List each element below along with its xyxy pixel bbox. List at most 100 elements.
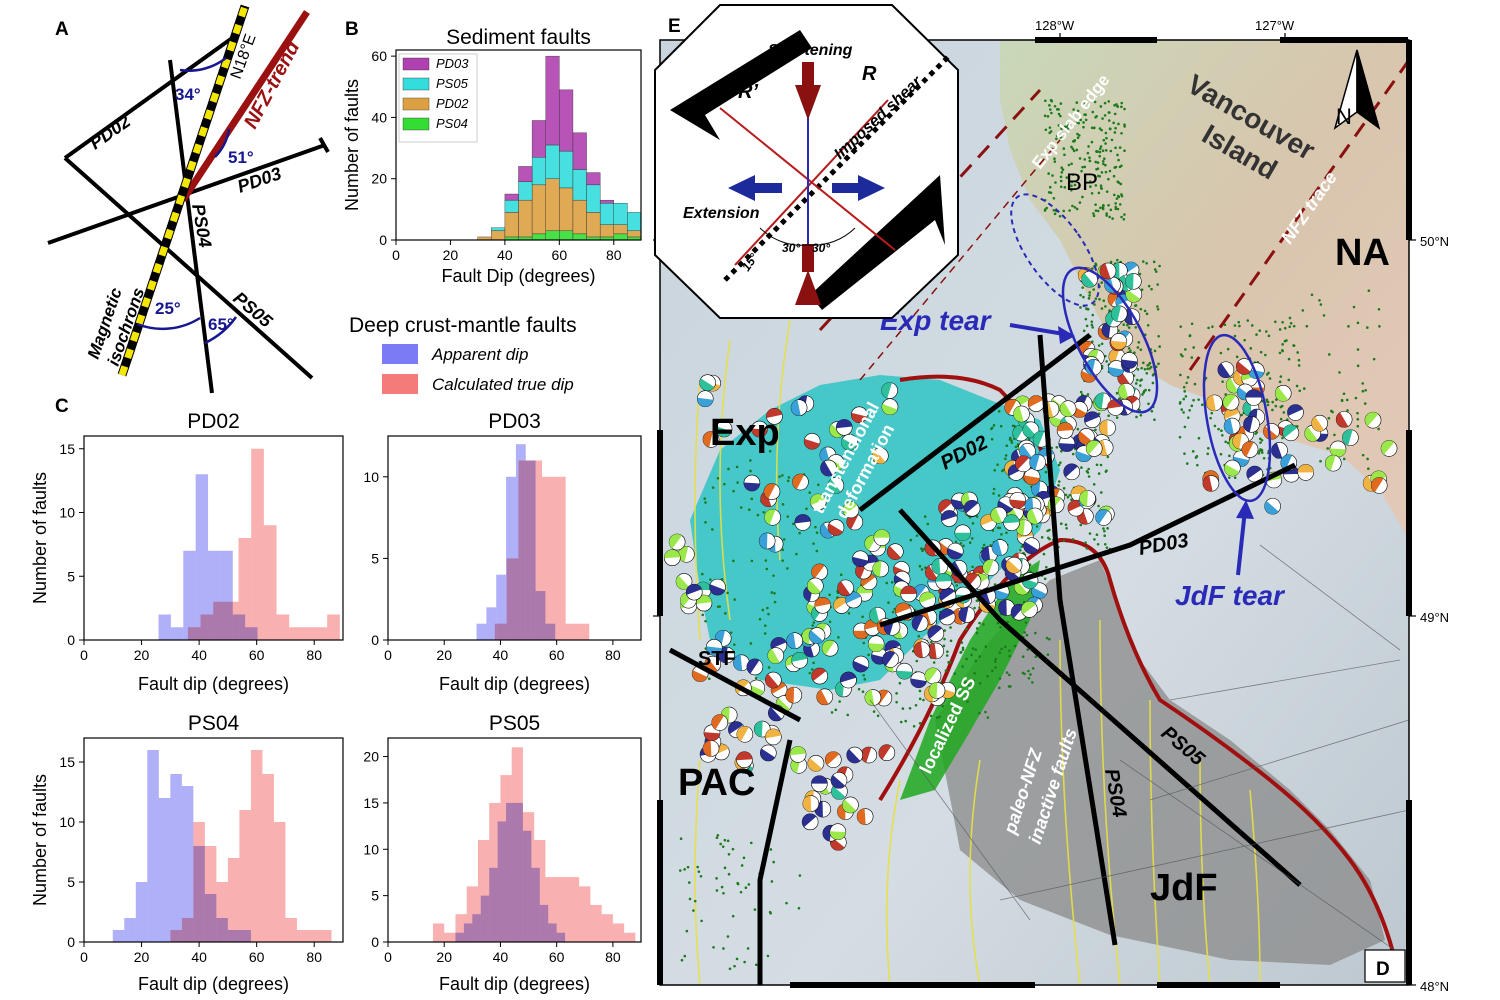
seismic-event xyxy=(1257,452,1261,455)
seismic-event xyxy=(686,865,690,869)
seismic-event xyxy=(808,671,812,675)
y-tick-label: 10 xyxy=(59,505,75,521)
seismic-event xyxy=(1082,329,1086,333)
seismic-event xyxy=(1049,191,1053,195)
bar-true xyxy=(204,846,217,942)
x-tick-label: 60 xyxy=(549,949,565,965)
seismic-event xyxy=(724,612,727,615)
seismic-event xyxy=(828,620,832,624)
seismic-event xyxy=(861,690,865,694)
seismic-event xyxy=(1094,428,1097,432)
angle-65: 65° xyxy=(208,315,234,334)
bar-true xyxy=(522,812,535,942)
focal-mechanism-marker xyxy=(811,775,828,792)
seismic-event xyxy=(1113,112,1117,116)
seismic-event xyxy=(982,623,985,626)
y-tick-label: 0 xyxy=(67,632,75,648)
panel-a: A 34° 51° 25° 65° PD02 PD03 PS04 PS05 NF… xyxy=(47,4,330,394)
seismic-event xyxy=(1062,539,1066,542)
bar-apparent xyxy=(496,574,507,640)
seismic-event xyxy=(1103,114,1107,117)
bar-ps04 xyxy=(531,233,546,241)
seismic-event xyxy=(1057,463,1061,467)
y-axis-label: Number of faults xyxy=(30,472,50,604)
bar-true xyxy=(314,627,328,640)
seismic-event xyxy=(1011,424,1015,428)
seismic-event xyxy=(986,716,990,719)
seismic-event xyxy=(1050,99,1054,103)
seismic-event xyxy=(887,601,890,604)
seismic-event xyxy=(1083,158,1087,161)
seismic-event xyxy=(1326,447,1329,450)
seismic-event xyxy=(1053,104,1057,108)
focal-mechanism-marker xyxy=(801,813,819,831)
seismic-event xyxy=(1044,470,1048,474)
seismic-event xyxy=(1084,317,1088,321)
seismic-event xyxy=(1259,350,1263,354)
seismic-event xyxy=(1100,171,1104,174)
seismic-event xyxy=(1122,217,1126,221)
chart-pd03: PD03 0 20 40 60 80 0 5 10 Fault dip (degrees) xyxy=(363,410,642,694)
focal-mechanism-marker xyxy=(1013,405,1030,423)
seismic-event xyxy=(1043,114,1047,118)
seismic-event xyxy=(1010,441,1014,444)
bar-true xyxy=(534,840,546,942)
seismic-event xyxy=(1268,377,1272,380)
seismic-event xyxy=(1301,309,1305,312)
focal-mechanism-marker xyxy=(758,532,776,550)
seismic-event xyxy=(971,565,974,569)
bar-pd02 xyxy=(586,212,601,238)
seismic-event xyxy=(1140,288,1144,291)
focal-mechanism-marker xyxy=(827,519,845,536)
seismic-event xyxy=(1062,147,1066,150)
focal-mechanism-marker xyxy=(1217,361,1235,379)
focal-mechanism-marker xyxy=(663,549,681,567)
x-tick-label: 80 xyxy=(306,647,322,663)
seismic-event xyxy=(1087,475,1091,478)
seismic-event xyxy=(1107,177,1110,181)
seismic-event xyxy=(1330,409,1333,413)
seismic-event xyxy=(770,880,774,883)
focal-mechanism-marker xyxy=(1084,411,1101,429)
seismic-event xyxy=(1319,459,1322,463)
trench xyxy=(878,537,1397,961)
focal-mechanism-marker xyxy=(842,796,859,814)
seismic-event xyxy=(1184,348,1187,351)
nfz-trend-line xyxy=(180,10,310,202)
seismic-event xyxy=(1185,462,1189,465)
focal-mechanism-marker xyxy=(820,459,837,477)
seismic-event xyxy=(1197,398,1200,401)
seismic-event xyxy=(1235,355,1239,359)
focal-mechanism-marker xyxy=(1003,514,1020,532)
focal-mechanism-marker xyxy=(814,597,832,614)
seismic-event xyxy=(696,865,699,869)
seismic-event xyxy=(1102,527,1105,530)
seismic-event xyxy=(1042,552,1046,556)
seismic-event xyxy=(891,610,895,614)
seismic-event xyxy=(1076,132,1079,136)
seismic-event xyxy=(872,710,876,713)
label-jdf-tear: JdF tear xyxy=(1175,580,1286,611)
bar-ps05 xyxy=(613,203,628,225)
seismic-event xyxy=(753,908,757,911)
focal-mechanism-marker xyxy=(705,638,723,656)
seismic-event xyxy=(1255,333,1258,336)
seismic-event xyxy=(1126,323,1129,327)
seismic-event xyxy=(994,666,997,669)
bar-true xyxy=(590,904,602,942)
seismic-event xyxy=(1279,375,1283,378)
seismic-event xyxy=(1034,631,1037,635)
seismic-event xyxy=(1340,398,1344,402)
seismic-event xyxy=(921,549,924,553)
seismic-event xyxy=(1106,527,1109,530)
seismic-event xyxy=(1259,441,1262,444)
seismic-event xyxy=(1116,194,1120,198)
seismic-event xyxy=(1088,294,1091,297)
seismic-event xyxy=(1147,363,1151,366)
focal-mechanism-marker xyxy=(896,662,913,680)
seismic-event xyxy=(1224,393,1227,396)
exp-tear-ellipse xyxy=(1061,266,1159,414)
seismic-event xyxy=(1102,299,1106,303)
focal-mechanism-marker xyxy=(1094,392,1112,410)
jdf-tear-arrow xyxy=(1236,509,1247,576)
